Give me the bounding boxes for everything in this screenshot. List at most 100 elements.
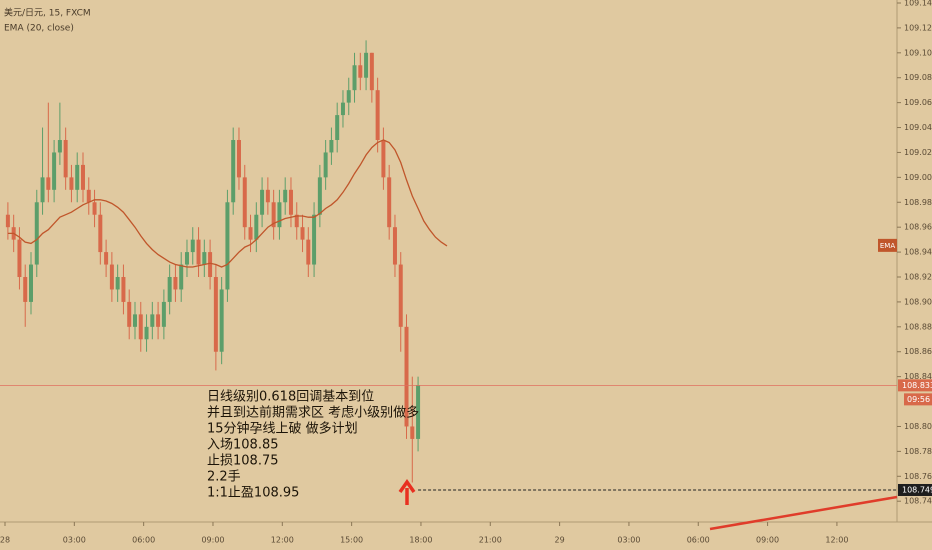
candle-body — [167, 277, 172, 302]
annotation: 并且到达前期需求区 考虑小级别做多 — [207, 405, 419, 421]
candle-body — [265, 189, 270, 203]
y-tick-label: 108.980 — [904, 198, 932, 207]
candle-body — [352, 65, 357, 91]
countdown-label: 09:56 — [907, 395, 930, 404]
arrow — [398, 478, 416, 505]
countdown-tag — [904, 393, 932, 406]
candle-body — [271, 202, 276, 228]
candle-body — [196, 239, 201, 265]
annotation: 止损108.75 — [207, 454, 279, 469]
y-tick-label: 108.740 — [904, 497, 932, 506]
candle-body — [208, 252, 213, 278]
candle-body — [283, 189, 288, 203]
candle-body — [138, 314, 143, 340]
target-label: 108.749 — [902, 485, 932, 494]
candle-body — [392, 227, 397, 265]
y-tick-label: 108.800 — [904, 422, 932, 431]
candle-body — [161, 301, 166, 327]
candle-body — [57, 139, 62, 153]
candle-body — [231, 139, 236, 203]
candle-body — [358, 65, 363, 78]
candle-body — [75, 164, 80, 190]
candle-body — [375, 90, 380, 140]
annotation: 入场108.85 — [207, 438, 279, 453]
candle-body — [369, 52, 374, 91]
y-tick-label: 108.880 — [904, 322, 932, 331]
candle-body — [86, 189, 91, 203]
candle-body — [173, 277, 178, 290]
y-tick-label: 108.960 — [904, 223, 932, 232]
ema-tag — [878, 238, 897, 252]
x-tick-label: 18:00 — [409, 536, 432, 545]
candle-body — [98, 214, 103, 253]
candle-body — [248, 227, 253, 240]
ema-tag-label: EMA — [880, 242, 895, 250]
candle-body — [115, 277, 120, 290]
candle-body — [364, 52, 369, 78]
y-tick-label: 109.080 — [904, 73, 932, 82]
candle-body — [69, 177, 74, 190]
y-tick-label: 109.060 — [904, 98, 932, 107]
candle-body — [381, 139, 386, 178]
candle-body — [306, 239, 311, 265]
candle-body — [323, 152, 328, 178]
target-tag — [898, 483, 932, 496]
candle-body — [254, 214, 259, 240]
y-tick-label: 109.100 — [904, 48, 932, 57]
y-tick-label: 108.920 — [904, 273, 932, 282]
x-tick-label: 21:00 — [479, 536, 502, 545]
candle-body — [387, 177, 392, 228]
candle-body — [300, 227, 305, 240]
candle-body — [40, 177, 45, 203]
candle-body — [219, 289, 224, 352]
last-price-label: 108.833 — [902, 381, 932, 390]
x-tick-label: 09:00 — [201, 536, 224, 545]
y-tick-label: 109.040 — [904, 123, 932, 132]
candle-body — [109, 264, 114, 290]
candle-body — [329, 139, 334, 153]
candle-body — [416, 385, 421, 439]
x-tick-label: 29 — [555, 536, 565, 545]
x-tick-label: 09:00 — [756, 536, 779, 545]
annotation: 日线级别0.618回调基本到位 — [207, 390, 374, 405]
candle-body — [335, 115, 340, 140]
candle-body — [312, 214, 317, 265]
candle-body — [317, 177, 322, 215]
annotation: 1:1止盈108.95 — [207, 486, 299, 501]
candle-body — [80, 164, 85, 190]
x-tick-label: 28 — [0, 536, 10, 545]
candle-body — [260, 189, 265, 215]
candle-body — [132, 314, 137, 327]
ema-line — [7, 139, 448, 268]
y-tick-label: 109.140 — [904, 0, 932, 7]
y-tick-label: 108.840 — [904, 372, 932, 381]
candle-body — [225, 202, 230, 290]
candle-body — [144, 326, 149, 340]
candle-body — [156, 314, 161, 327]
candle-body — [46, 177, 51, 190]
annotation: 2.2手 — [207, 470, 241, 485]
y-tick-label: 108.860 — [904, 347, 932, 356]
candle-body — [28, 264, 33, 302]
x-tick-label: 06:00 — [132, 536, 155, 545]
candle-body — [236, 139, 241, 178]
y-tick-label: 108.760 — [904, 472, 932, 481]
x-tick-label: 06:00 — [687, 536, 710, 545]
candle-body — [5, 214, 10, 228]
y-tick-label: 108.780 — [904, 447, 932, 456]
candle-body — [34, 202, 39, 265]
x-tick-label: 03:00 — [617, 536, 640, 545]
candle-body — [179, 264, 184, 290]
candle-body — [63, 139, 68, 178]
x-tick-label: 12:00 — [825, 536, 848, 545]
candle-body — [121, 277, 126, 302]
x-tick-label: 15:00 — [340, 536, 363, 545]
candle-body — [398, 264, 403, 327]
trend-line — [709, 495, 898, 531]
candle-body — [150, 314, 155, 327]
y-tick-label: 109.020 — [904, 148, 932, 157]
candle-body — [404, 326, 409, 427]
